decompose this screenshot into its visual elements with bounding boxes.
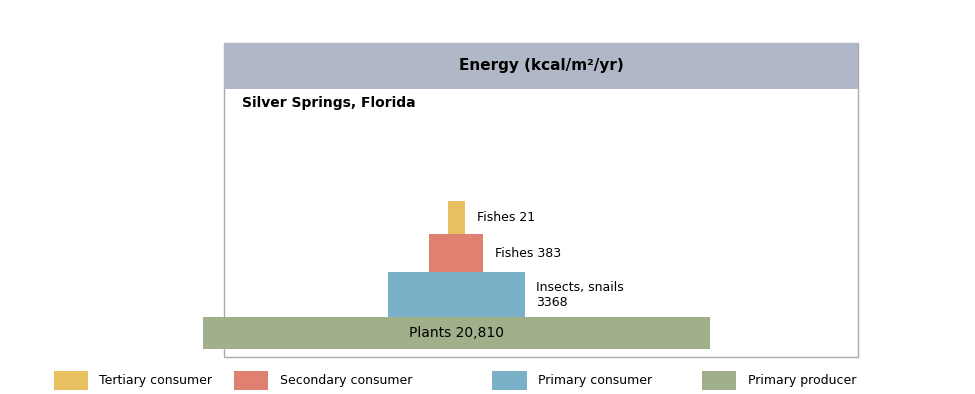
Bar [54, 371, 88, 390]
Text: Insects, snails
3368: Insects, snails 3368 [536, 281, 624, 309]
Bar [448, 201, 465, 234]
Bar [234, 371, 268, 390]
Bar [429, 234, 484, 272]
Bar [702, 371, 736, 390]
Bar [492, 371, 526, 390]
Text: Plants 20,810: Plants 20,810 [409, 326, 504, 340]
Text: Secondary consumer: Secondary consumer [280, 374, 412, 387]
Bar [224, 43, 858, 89]
Bar [224, 43, 858, 357]
Text: Tertiary consumer: Tertiary consumer [99, 374, 213, 387]
Text: Fishes 21: Fishes 21 [477, 211, 535, 224]
Text: Energy (kcal/m²/yr): Energy (kcal/m²/yr) [459, 58, 623, 74]
Text: Primary consumer: Primary consumer [538, 374, 652, 387]
Bar [388, 272, 525, 317]
Text: Silver Springs, Florida: Silver Springs, Florida [242, 96, 415, 110]
Text: Fishes 383: Fishes 383 [495, 247, 561, 260]
Bar [203, 317, 710, 349]
Text: Primary producer: Primary producer [748, 374, 856, 387]
